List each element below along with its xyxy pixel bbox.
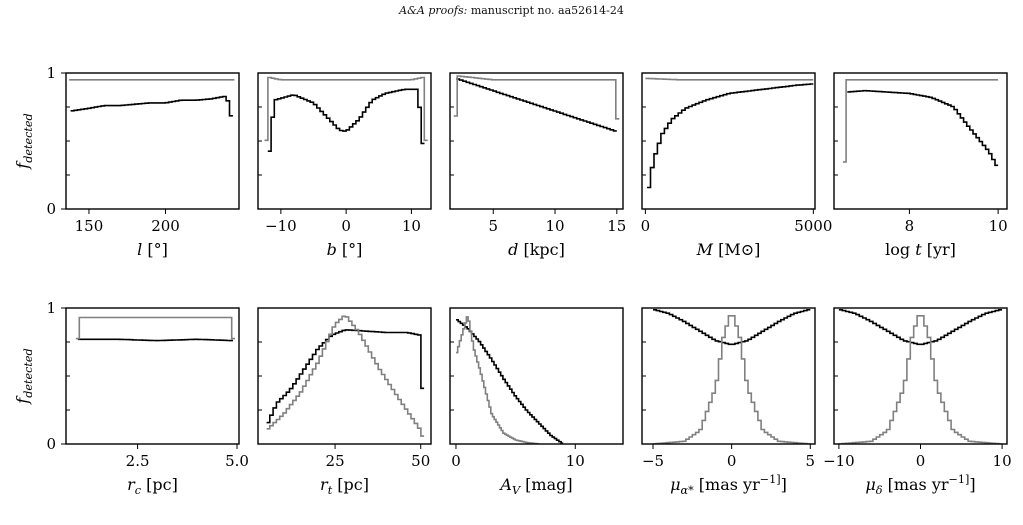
panel-2: −10 0 10 b [°] xyxy=(257,72,432,259)
detected-fraction-step xyxy=(847,89,999,167)
injected-distribution-step xyxy=(453,75,620,120)
detected-fraction-step xyxy=(77,338,233,342)
detected-fraction-step xyxy=(647,83,814,189)
detected-fraction-step xyxy=(838,309,1003,346)
panel-8: 0 10 AV [mag] xyxy=(449,307,624,497)
y-axis-label: fdetected xyxy=(13,348,35,404)
y-tick-label: 0 xyxy=(46,435,56,453)
plot-frame xyxy=(257,72,432,210)
detected-fraction-step xyxy=(266,329,425,424)
manuscript-label: manuscript no. aa52614-24 xyxy=(470,4,624,17)
panel-4: 0 5000 M [M⊙] xyxy=(641,72,832,259)
x-axis-label: rt [pc] xyxy=(320,475,369,497)
injected-distribution-step xyxy=(266,315,425,437)
x-axis-label: M [M⊙] xyxy=(696,240,761,259)
x-axis-label: AV [mag] xyxy=(498,475,572,497)
plot-frame xyxy=(257,307,432,445)
x-tick-label: 25 xyxy=(326,452,345,470)
panel-7: 25 50 rt [pc] xyxy=(257,307,432,497)
x-axis-label: log t [yr] xyxy=(885,240,956,259)
plot-frame xyxy=(449,307,624,445)
x-tick-label: 10 xyxy=(402,217,421,235)
x-tick-label: 15 xyxy=(607,217,626,235)
injected-distribution-step xyxy=(842,79,999,163)
plot-frame xyxy=(449,72,624,210)
x-tick-label: −5 xyxy=(642,452,664,470)
page-header: A&A proofs: manuscript no. aa52614-24 xyxy=(0,4,1023,17)
injected-distribution-step xyxy=(645,77,814,81)
plot-frame xyxy=(641,307,816,445)
x-tick-label: 10 xyxy=(989,217,1008,235)
x-tick-label: 0 xyxy=(451,452,461,470)
detected-fraction-step xyxy=(456,319,564,444)
x-axis-label: l [°] xyxy=(137,240,168,259)
x-tick-label: 5 xyxy=(488,217,498,235)
y-axis-label: fdetected xyxy=(13,113,35,169)
x-tick-label: −10 xyxy=(265,217,297,235)
x-axis-label: d [kpc] xyxy=(508,240,565,259)
injected-distribution-step xyxy=(264,76,428,142)
x-tick-label: 150 xyxy=(75,217,104,235)
injected-distribution-step xyxy=(75,316,235,340)
x-tick-label: 5 xyxy=(806,452,816,470)
injected-distribution-step xyxy=(653,315,811,444)
injected-distribution-step xyxy=(838,315,1003,444)
x-tick-label: 200 xyxy=(151,217,180,235)
x-axis-label: μα* [mas yr−1]] xyxy=(670,473,787,497)
x-tick-label: 0 xyxy=(641,217,651,235)
x-tick-label: 10 xyxy=(545,217,564,235)
x-tick-label: −10 xyxy=(823,452,855,470)
plot-frame xyxy=(65,72,240,210)
x-tick-label: 0 xyxy=(727,452,737,470)
x-tick-label: 0 xyxy=(916,452,926,470)
y-tick-label: 0 xyxy=(46,200,56,218)
x-axis-label: b [°] xyxy=(327,240,363,259)
x-tick-label: 50 xyxy=(411,452,430,470)
panel-10: −10 0 10 μδ [mas yr−1]] xyxy=(823,307,1012,497)
plot-frame xyxy=(833,307,1008,445)
x-axis-label: rc [pc] xyxy=(127,475,178,497)
detected-fraction-step xyxy=(653,309,811,346)
detected-fraction-step xyxy=(456,78,617,132)
x-tick-label: 5.0 xyxy=(225,452,249,470)
panel-3: 5 10 15 d [kpc] xyxy=(449,72,626,259)
panel-9: −5 0 5 μα* [mas yr−1]] xyxy=(641,307,816,497)
y-tick-label: 1 xyxy=(46,64,56,82)
x-axis-label: μδ [mas yr−1]] xyxy=(865,473,975,497)
panel-1: 150 200 0 1 l [°] fdetected xyxy=(13,64,240,259)
journal-name: A&A proofs: xyxy=(399,4,468,17)
x-tick-label: 10 xyxy=(566,452,585,470)
x-tick-label: 10 xyxy=(993,452,1012,470)
x-tick-label: 0 xyxy=(341,217,351,235)
panel-5: 8 10 log t [yr] xyxy=(833,72,1008,259)
injected-distribution-step xyxy=(456,316,540,444)
detected-fraction-step xyxy=(70,95,233,117)
plot-frame xyxy=(65,307,240,445)
detected-fraction-step xyxy=(267,88,425,152)
panel-6: 2.5 5.0 0 1 rc [pc] fdetected xyxy=(13,299,249,497)
y-tick-label: 1 xyxy=(46,299,56,317)
x-tick-label: 8 xyxy=(905,217,915,235)
x-tick-label: 5000 xyxy=(794,217,832,235)
x-tick-label: 2.5 xyxy=(126,452,150,470)
